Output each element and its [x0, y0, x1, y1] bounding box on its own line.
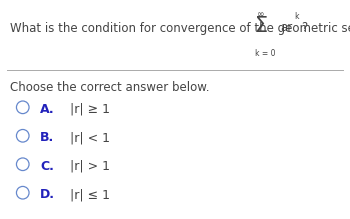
Text: What is the condition for convergence of the geometric series: What is the condition for convergence of…: [10, 22, 350, 35]
Text: ∞: ∞: [257, 10, 265, 19]
Text: |r| ≤ 1: |r| ≤ 1: [70, 188, 110, 201]
Text: B.: B.: [40, 131, 55, 144]
Text: A.: A.: [40, 103, 55, 116]
Text: |r| < 1: |r| < 1: [70, 131, 110, 144]
Text: |r| > 1: |r| > 1: [70, 160, 110, 173]
Text: ?: ?: [301, 21, 307, 34]
Text: Choose the correct answer below.: Choose the correct answer below.: [10, 81, 210, 94]
Text: Σ: Σ: [255, 16, 268, 36]
Text: ar: ar: [280, 21, 292, 34]
Text: |r| ≥ 1: |r| ≥ 1: [70, 103, 110, 116]
Text: D.: D.: [40, 188, 55, 201]
Text: C.: C.: [40, 160, 54, 173]
Text: k: k: [295, 12, 299, 21]
Text: k = 0: k = 0: [255, 49, 275, 58]
